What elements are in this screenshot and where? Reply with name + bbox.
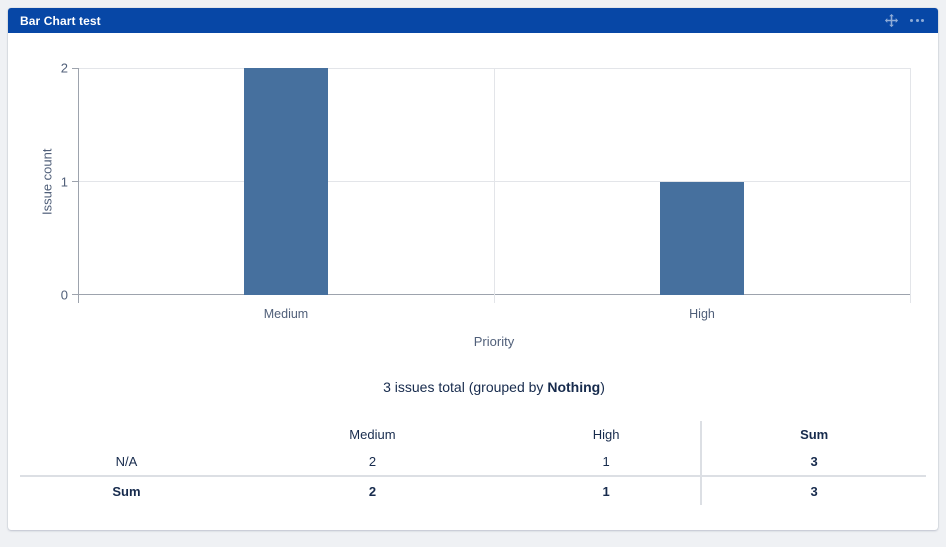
cell-medium: 2 [232,475,512,505]
summary-prefix: 3 issues total (grouped by [383,379,548,395]
cell-sum: 3 [700,447,926,476]
x-category-label: High [689,307,715,321]
bar-high[interactable] [660,181,744,295]
x-axis-line [72,294,910,295]
bar-medium[interactable] [244,68,328,295]
gadget-header: Bar Chart test [8,8,938,33]
column-header-empty [20,421,233,447]
y-axis-tick [72,67,78,69]
gadget-title: Bar Chart test [20,13,101,28]
table-row: N/A 2 1 3 [20,447,926,476]
row-label: Sum [20,475,233,505]
y-tick-label: 2 [60,60,68,76]
x-category-label: Medium [263,307,309,321]
x-axis-title: Priority [473,334,515,349]
statistics-table: Medium High Sum N/A 2 1 3 Sum 2 1 3 [20,421,926,505]
column-header-sum: Sum [700,421,926,447]
ellipsis-icon[interactable] [910,19,924,22]
row-label: N/A [115,453,138,469]
column-header-high: High [592,426,620,442]
y-tick-label: 0 [60,287,68,303]
y-axis-line [78,68,79,303]
cell-high: 1 [511,475,702,505]
summary-group-by: Nothing [547,379,601,395]
table-sum-row: Sum 2 1 3 [20,475,926,505]
y-tick-label: 1 [60,174,68,189]
cell-high: 1 [602,453,610,469]
bar-chart-gadget: Bar Chart test Issue count 0 1 2 Medium High… [8,8,938,530]
gadget-header-actions [884,13,924,28]
y-axis-tick [72,181,78,182]
plot-area: 0 1 2 Medium High [61,61,911,321]
cell-sum: 3 [700,475,926,505]
move-icon[interactable] [884,13,899,28]
table-header-row: Medium High Sum [20,421,926,447]
y-axis-title: Issue count [39,148,55,215]
gridline-vertical [493,68,495,303]
summary-suffix: ) [600,379,605,395]
gridline-vertical [909,68,911,303]
cell-medium: 2 [368,453,377,469]
issues-summary: 3 issues total (grouped by Nothing) [78,379,910,395]
column-header-medium: Medium [349,426,396,442]
